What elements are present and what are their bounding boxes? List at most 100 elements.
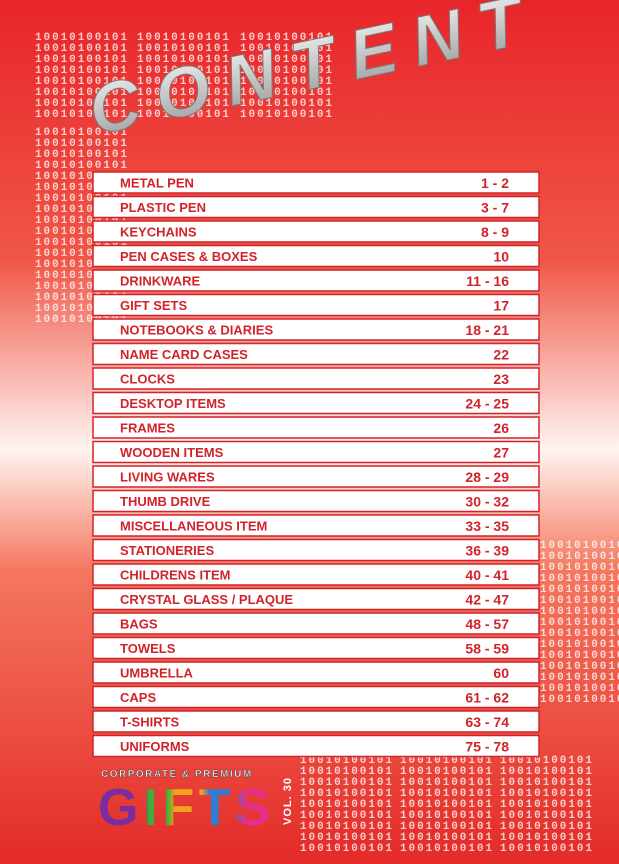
binary-pattern: 10010100101 — [300, 766, 392, 778]
row-box — [92, 612, 540, 635]
binary-pattern: 10010100101 — [540, 650, 619, 662]
binary-pattern: 10010100101 — [300, 788, 392, 800]
binary-pattern: 10010100101 — [240, 32, 332, 44]
row-box — [92, 416, 540, 439]
binary-pattern: 10010100101 — [540, 540, 619, 552]
binary-pattern: 10010100101 — [500, 788, 592, 800]
row-box — [92, 710, 540, 733]
row-box — [92, 538, 540, 562]
binary-pattern: 10010100101 — [540, 584, 619, 596]
binary-pattern: 10010100101 — [300, 843, 392, 855]
binary-pattern: 10010100101 — [500, 766, 592, 778]
item-pages: 60 — [493, 665, 509, 681]
binary-pattern: 10010100101 — [35, 149, 127, 161]
item-name: CRYSTAL GLASS / PLAQUE — [120, 592, 293, 607]
item-pages: 11 - 16 — [466, 273, 509, 289]
row-box — [92, 685, 540, 709]
item-pages: 10 — [493, 249, 509, 265]
binary-pattern: 10010100101 — [240, 65, 332, 77]
binary-pattern: 10010100101 — [240, 43, 332, 55]
item-name: WOODEN ITEMS — [120, 445, 224, 460]
item-name: PEN CASES & BOXES — [120, 249, 258, 264]
brand: GIFTS — [98, 779, 270, 837]
binary-pattern: 10010100101 — [35, 87, 127, 99]
binary-pattern: 10010100101 — [540, 694, 619, 706]
row-box — [92, 563, 540, 586]
binary-pattern: 10010100101 — [240, 87, 332, 99]
item-pages: 33 - 35 — [465, 518, 509, 534]
binary-pattern: 10010100101 — [35, 127, 127, 139]
item-name: NAME CARD CASES — [120, 347, 248, 362]
binary-pattern: 10010100101 — [540, 683, 619, 695]
item-pages: 22 — [493, 347, 509, 363]
item-name: PLASTIC PEN — [120, 200, 206, 215]
item-pages: 30 - 32 — [465, 494, 509, 510]
binary-pattern: 10010100101 — [300, 832, 392, 844]
binary-pattern: 10010100101 — [400, 766, 492, 778]
row-box — [92, 220, 540, 243]
binary-pattern: 10010100101 — [35, 109, 127, 121]
item-name: CLOCKS — [120, 372, 175, 387]
item-name: BAGS — [120, 617, 158, 632]
item-pages: 48 - 57 — [465, 616, 509, 632]
binary-pattern: 10010100101 — [35, 98, 127, 110]
binary-pattern: 10010100101 — [137, 54, 229, 66]
binary-pattern: 10010100101 — [400, 788, 492, 800]
item-pages: 36 - 39 — [465, 543, 509, 559]
row-box — [92, 269, 540, 292]
binary-pattern: 10010100101 — [540, 595, 619, 607]
item-name: CAPS — [120, 690, 156, 705]
row-box — [92, 195, 540, 219]
item-pages: 28 - 29 — [465, 469, 509, 485]
item-pages: 23 — [493, 371, 509, 387]
item-pages: 75 - 78 — [465, 739, 509, 755]
row-box — [92, 342, 540, 366]
item-name: TOWELS — [120, 641, 176, 656]
item-pages: 1 - 2 — [481, 175, 509, 191]
item-pages: 40 - 41 — [465, 567, 509, 583]
item-name: UMBRELLA — [120, 666, 194, 681]
binary-pattern: 10010100101 — [35, 138, 127, 150]
item-name: NOTEBOOKS & DIARIES — [120, 323, 273, 338]
binary-pattern: 10010100101 — [400, 755, 492, 767]
item-pages: 63 - 74 — [465, 714, 509, 730]
item-name: CHILDRENS ITEM — [120, 568, 231, 583]
pattern-area: 1001010010110010100101100101001011001010… — [35, 32, 619, 855]
binary-pattern: 10010100101 — [500, 843, 592, 855]
binary-pattern: 10010100101 — [35, 160, 127, 172]
binary-pattern: 10010100101 — [137, 109, 229, 121]
row-box — [92, 514, 540, 537]
binary-pattern: 10010100101 — [35, 54, 127, 66]
row-box — [92, 465, 540, 488]
item-pages: 26 — [493, 420, 509, 436]
binary-pattern: 10010100101 — [540, 661, 619, 673]
tagline: CORPORATE & PREMIUM — [101, 769, 253, 780]
item-name: DESKTOP ITEMS — [120, 396, 226, 411]
binary-pattern: 10010100101 — [400, 777, 492, 789]
item-pages: 3 - 7 — [481, 200, 509, 216]
binary-pattern: 10010100101 — [500, 777, 592, 789]
binary-pattern: 10010100101 — [500, 799, 592, 811]
binary-pattern: 10010100101 — [500, 832, 592, 844]
item-pages: 42 - 47 — [465, 592, 509, 608]
binary-pattern: 10010100101 — [400, 832, 492, 844]
item-pages: 17 — [493, 298, 509, 314]
binary-pattern: 10010100101 — [540, 628, 619, 640]
item-pages: 58 - 59 — [465, 641, 509, 657]
binary-pattern: 10010100101 — [35, 32, 127, 44]
item-name: GIFT SETS — [120, 298, 188, 313]
item-pages: 27 — [493, 445, 509, 461]
binary-pattern: 10010100101 — [400, 821, 492, 833]
content-table: METAL PEN 1 - 2 PLASTIC PEN 3 - 7 KEYCHAINS 8… — [92, 171, 540, 758]
binary-pattern: 10010100101 — [300, 755, 392, 767]
item-name: KEYCHAINS — [120, 225, 197, 240]
binary-pattern: 10010100101 — [137, 43, 229, 55]
binary-pattern: 10010100101 — [400, 799, 492, 811]
binary-pattern: 10010100101 — [540, 573, 619, 585]
row-box — [92, 440, 540, 464]
row-box — [92, 587, 540, 611]
item-name: UNIFORMS — [120, 739, 190, 754]
binary-pattern: 10010100101 — [240, 54, 332, 66]
item-pages: 8 - 9 — [481, 224, 509, 240]
